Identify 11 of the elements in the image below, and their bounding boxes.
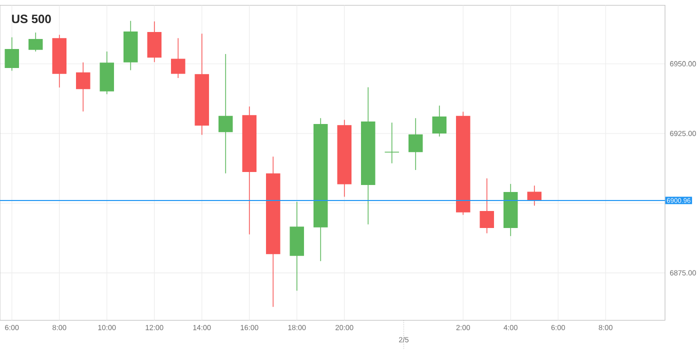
candlestick bbox=[432, 105, 447, 137]
candlestick bbox=[28, 32, 43, 52]
candlestick bbox=[480, 178, 494, 234]
candlestick bbox=[171, 38, 186, 78]
candlestick bbox=[218, 54, 233, 174]
text: US 500 bbox=[12, 14, 51, 24]
candlestick bbox=[384, 122, 400, 164]
candlestick bbox=[4, 36, 19, 72]
candlestick bbox=[527, 185, 542, 206]
candlestick bbox=[408, 118, 423, 170]
candlestick bbox=[76, 62, 90, 112]
